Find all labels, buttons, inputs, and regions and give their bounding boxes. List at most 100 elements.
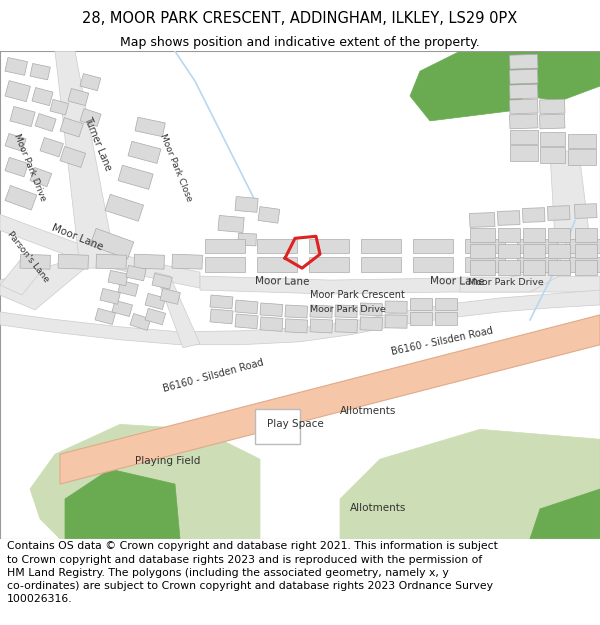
Bar [509, 114, 538, 129]
Polygon shape [530, 489, 600, 539]
Bar [498, 244, 520, 258]
Bar [68, 89, 89, 106]
Bar [497, 211, 520, 226]
Bar [135, 118, 165, 137]
Bar [470, 213, 495, 228]
Bar [360, 317, 382, 331]
Bar [360, 303, 382, 316]
Bar [260, 303, 283, 316]
Bar [575, 260, 597, 275]
Bar [509, 54, 538, 69]
Polygon shape [55, 51, 115, 268]
Bar [210, 295, 233, 309]
Bar [118, 281, 139, 296]
Bar [568, 134, 596, 148]
Text: Parson's Lane: Parson's Lane [5, 229, 50, 284]
Bar [540, 147, 565, 162]
Bar [60, 118, 83, 137]
Polygon shape [0, 290, 600, 345]
Polygon shape [200, 276, 600, 294]
Text: Moor Park Drive: Moor Park Drive [468, 278, 544, 287]
Bar [5, 58, 28, 75]
Bar [310, 305, 332, 318]
Bar [569, 239, 600, 253]
Polygon shape [65, 469, 180, 539]
Bar [309, 239, 349, 253]
Text: Moor Lane: Moor Lane [255, 276, 310, 287]
Bar [172, 254, 202, 269]
Bar [575, 204, 597, 218]
Bar [285, 305, 308, 318]
Text: Turner Lane: Turner Lane [82, 116, 113, 172]
Text: Moor Park Drive: Moor Park Drive [310, 305, 386, 314]
Bar [548, 206, 570, 221]
Bar [96, 254, 127, 269]
Bar [152, 273, 172, 289]
Bar [568, 149, 596, 164]
Bar [413, 258, 453, 272]
Bar [361, 258, 401, 272]
Text: B6160 - Silsden Road: B6160 - Silsden Road [162, 357, 265, 394]
Bar [5, 158, 28, 177]
Bar [218, 216, 244, 232]
Bar [35, 114, 56, 131]
Bar [517, 239, 557, 253]
Text: Moor Park Crescent: Moor Park Crescent [310, 290, 405, 300]
Text: Allotments: Allotments [350, 503, 406, 513]
Bar [509, 84, 538, 99]
Bar [58, 254, 88, 269]
Bar [80, 74, 101, 91]
Bar [539, 99, 565, 114]
Polygon shape [490, 51, 600, 101]
Bar [335, 305, 358, 318]
Bar [80, 109, 101, 126]
Text: 28, MOOR PARK CRESCENT, ADDINGHAM, ILKLEY, LS29 0PX: 28, MOOR PARK CRESCENT, ADDINGHAM, ILKLE… [82, 11, 518, 26]
Bar [134, 254, 164, 269]
Bar [575, 228, 597, 242]
Bar [548, 244, 570, 258]
Bar [112, 301, 133, 316]
Bar [60, 146, 86, 168]
Bar [309, 258, 349, 272]
Bar [413, 239, 453, 253]
Polygon shape [255, 409, 300, 444]
Bar [498, 228, 520, 242]
Bar [90, 228, 134, 259]
Bar [470, 244, 495, 258]
Text: Playing Field: Playing Field [135, 456, 200, 466]
Bar [310, 319, 332, 333]
Bar [258, 207, 280, 223]
Bar [523, 228, 545, 242]
Polygon shape [340, 429, 600, 539]
Bar [210, 309, 233, 324]
Text: Allotments: Allotments [340, 406, 397, 416]
Bar [145, 308, 166, 325]
Bar [510, 145, 538, 161]
Bar [510, 130, 538, 144]
Bar [257, 258, 297, 272]
Bar [509, 99, 538, 114]
Bar [435, 312, 457, 325]
Bar [548, 228, 570, 242]
Text: Moor Park Close: Moor Park Close [158, 132, 193, 202]
Bar [410, 298, 432, 310]
Polygon shape [60, 315, 600, 484]
Bar [108, 271, 128, 286]
Polygon shape [30, 424, 260, 539]
Bar [548, 260, 570, 275]
Bar [335, 319, 358, 332]
Bar [465, 239, 505, 253]
Bar [569, 258, 600, 272]
Bar [50, 99, 68, 115]
Bar [410, 312, 432, 325]
Bar [205, 239, 245, 253]
Bar [385, 315, 407, 328]
Text: Map shows position and indicative extent of the property.: Map shows position and indicative extent… [120, 36, 480, 49]
Text: Play Space: Play Space [267, 419, 324, 429]
Bar [465, 258, 505, 272]
Bar [470, 260, 495, 275]
Bar [30, 168, 52, 187]
Bar [361, 239, 401, 253]
Bar [145, 293, 166, 309]
Text: B6160 - Silsden Road: B6160 - Silsden Road [390, 326, 494, 357]
